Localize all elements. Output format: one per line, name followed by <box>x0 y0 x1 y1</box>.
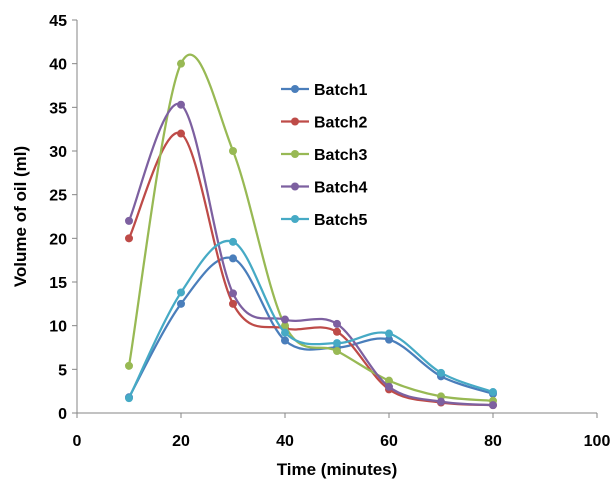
x-tick-label: 100 <box>584 433 611 450</box>
legend-label: Batch3 <box>314 147 367 164</box>
data-point <box>333 346 341 355</box>
data-point <box>385 382 393 391</box>
y-tick-label: 30 <box>49 144 67 161</box>
series-line <box>127 131 494 407</box>
data-point <box>333 339 341 348</box>
y-tick-label: 40 <box>49 57 67 74</box>
legend-label: Batch1 <box>314 82 367 99</box>
data-point <box>177 288 185 297</box>
data-point <box>333 319 341 328</box>
y-tick-label: 20 <box>49 231 67 248</box>
data-point <box>281 321 289 330</box>
y-tick-label: 15 <box>49 275 67 292</box>
y-tick-label: 45 <box>49 13 67 30</box>
data-point <box>229 147 237 155</box>
x-ticks: 0 20 40 60 80 100 <box>73 413 611 450</box>
data-point <box>281 328 289 337</box>
axes <box>76 20 597 414</box>
data-point <box>125 216 133 225</box>
data-point <box>229 299 237 308</box>
data-point <box>177 129 185 138</box>
data-point <box>385 329 393 338</box>
data-point <box>125 234 133 243</box>
series-batch5 <box>125 237 497 403</box>
series-batch3 <box>125 53 497 405</box>
legend-item: Batch5 <box>281 212 367 229</box>
y-tick-label: 10 <box>49 319 67 336</box>
x-axis-title: Time (minutes) <box>277 460 398 479</box>
legend-item: Batch2 <box>281 115 367 132</box>
data-point <box>177 299 185 308</box>
legend-swatch-marker <box>291 215 299 223</box>
y-tick-label: 35 <box>49 100 67 117</box>
x-tick-label: 20 <box>172 433 190 450</box>
data-point <box>229 237 237 246</box>
y-ticks: 0 5 10 15 20 25 30 35 40 45 <box>49 13 77 423</box>
y-tick-label: 5 <box>58 362 67 379</box>
y-tick-label: 0 <box>58 406 67 423</box>
data-point <box>281 336 289 345</box>
series-batch2 <box>125 129 497 410</box>
legend-item: Batch4 <box>281 180 367 197</box>
data-point <box>281 315 289 324</box>
series-line <box>127 102 494 407</box>
data-point <box>437 368 445 377</box>
data-point <box>177 59 185 68</box>
y-axis-title: Volume of oil (ml) <box>11 146 30 287</box>
data-point <box>125 361 133 370</box>
legend-label: Batch5 <box>314 212 367 229</box>
x-tick-label: 80 <box>484 433 502 450</box>
data-point <box>385 335 393 344</box>
x-tick-label: 40 <box>276 433 294 450</box>
data-point <box>489 401 497 410</box>
data-point <box>177 100 185 109</box>
legend: Batch1 Batch2 Batch3 Batch4 Batch5 <box>281 82 367 229</box>
legend-item: Batch1 <box>281 82 367 99</box>
data-point <box>437 397 445 406</box>
legend-swatch-marker <box>291 182 299 191</box>
series-group <box>125 53 497 410</box>
data-point <box>125 394 133 403</box>
data-point <box>385 376 393 385</box>
legend-swatch-marker <box>291 85 299 93</box>
data-point <box>489 388 497 397</box>
data-point <box>333 327 341 336</box>
series-line <box>127 53 494 402</box>
x-tick-label: 60 <box>380 433 398 450</box>
series-batch4 <box>125 100 497 410</box>
legend-label: Batch2 <box>314 115 367 132</box>
data-point <box>229 289 237 298</box>
legend-swatch-marker <box>291 117 299 126</box>
y-tick-label: 25 <box>49 188 67 205</box>
x-tick-label: 0 <box>73 433 82 450</box>
legend-item: Batch3 <box>281 147 367 164</box>
legend-swatch-marker <box>291 150 299 158</box>
legend-label: Batch4 <box>314 180 367 197</box>
data-point <box>229 254 237 263</box>
